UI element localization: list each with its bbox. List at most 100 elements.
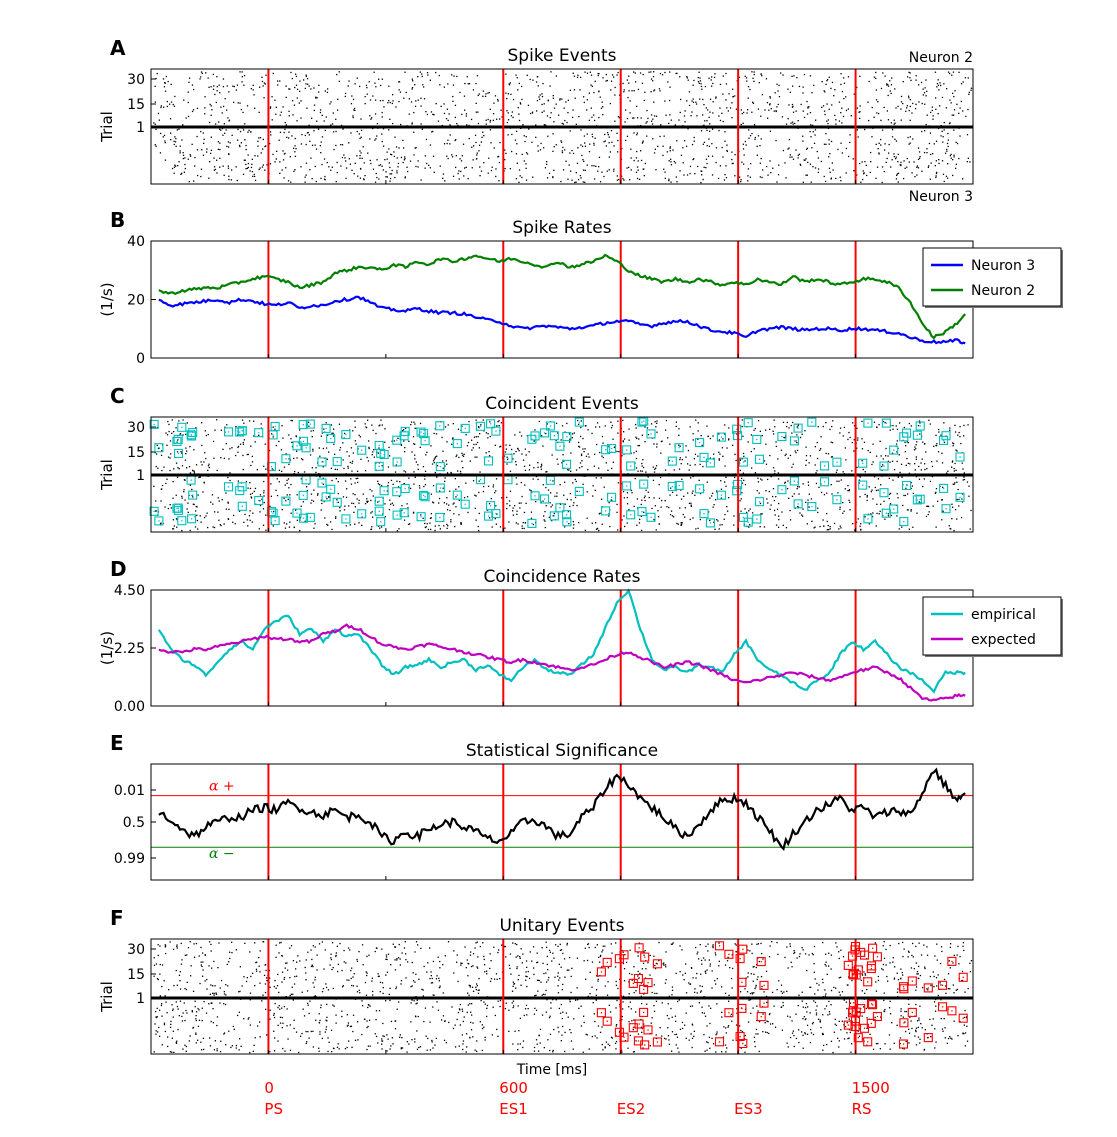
coincidence-marker — [486, 501, 496, 511]
spike-dot — [798, 153, 801, 155]
spike-dot — [154, 85, 156, 87]
spike-dot — [569, 956, 571, 959]
spike-dot — [828, 76, 830, 78]
spike-dot — [449, 509, 451, 512]
spike-dot — [592, 485, 594, 487]
spike-dot — [253, 94, 255, 96]
coincidence-marker — [452, 439, 462, 449]
spike-dot — [506, 98, 508, 100]
spike-dot — [288, 137, 290, 139]
spike-dot — [952, 445, 954, 447]
spike-dot — [610, 427, 613, 429]
spike-dot — [683, 495, 685, 497]
spike-dot — [761, 479, 763, 481]
spike-dot — [331, 479, 333, 482]
spike-dot — [545, 505, 547, 507]
spike-dot — [766, 102, 769, 104]
spike-dot — [452, 84, 455, 86]
spike-dot — [419, 487, 421, 489]
spike-dot — [828, 1011, 831, 1013]
spike-dot — [744, 508, 746, 510]
spike-dot — [528, 977, 531, 980]
spike-dot — [335, 118, 337, 120]
spike-dot — [322, 483, 325, 485]
spike-dot — [345, 160, 347, 162]
spike-dot — [949, 527, 951, 530]
spike-dot — [504, 451, 507, 453]
spike-dot — [479, 945, 481, 948]
spike-dot — [196, 149, 199, 151]
spike-dot — [595, 165, 597, 167]
coincidence-marker — [574, 417, 584, 427]
spike-dot — [209, 121, 211, 124]
spike-dot — [566, 498, 568, 501]
spike-dot — [962, 479, 964, 481]
spike-dot — [633, 90, 635, 92]
spike-dot — [321, 502, 323, 505]
spike-dot — [813, 142, 816, 144]
spike-dot — [582, 181, 584, 183]
spike-dot — [279, 161, 281, 163]
spike-dot — [249, 510, 251, 512]
spike-dot — [712, 506, 714, 508]
spike-dot — [358, 133, 360, 135]
spike-dot — [682, 162, 684, 164]
spike-dot — [295, 75, 298, 78]
spike-dot — [944, 1037, 946, 1039]
spike-dot — [635, 450, 637, 452]
coincidence-marker-dot — [227, 431, 230, 433]
coincidence-marker-dot — [959, 456, 961, 458]
spike-dot — [361, 1005, 364, 1007]
spike-dot — [331, 968, 333, 971]
spike-dot — [351, 460, 354, 462]
spike-dot — [949, 1036, 951, 1038]
spike-dot — [179, 150, 181, 152]
spike-dot — [870, 513, 872, 515]
spike-dot — [866, 496, 868, 498]
coincidence-marker-dot — [543, 498, 546, 500]
spike-dot — [723, 518, 725, 520]
spike-dot — [909, 77, 911, 79]
spike-dot — [752, 512, 754, 514]
spike-dot — [597, 74, 599, 77]
spike-dot — [962, 468, 964, 470]
spike-dot — [723, 433, 726, 435]
spike-dot — [574, 496, 577, 499]
spike-dot — [479, 471, 481, 473]
coincidence-marker — [419, 490, 429, 500]
spike-dot — [791, 121, 794, 123]
spike-dot — [180, 451, 182, 453]
spike-dot — [580, 426, 582, 429]
spike-dot — [766, 1031, 768, 1034]
spike-dot — [593, 91, 595, 94]
spike-dot — [250, 497, 253, 499]
spike-dot — [154, 144, 156, 146]
spike-dot — [763, 526, 766, 528]
spike-dot — [239, 443, 242, 445]
spike-dot — [876, 503, 878, 505]
spike-dot — [411, 122, 413, 124]
coincidence-marker-dot — [241, 486, 243, 488]
spike-dot — [700, 83, 702, 85]
spike-dot — [948, 525, 950, 527]
spike-dot — [296, 450, 298, 452]
spike-dot — [185, 453, 187, 455]
spike-dot — [288, 434, 290, 436]
spike-dot — [940, 135, 942, 137]
spike-dot — [557, 985, 559, 987]
spike-dot — [235, 89, 237, 91]
spike-dot — [652, 76, 655, 78]
spike-dot — [608, 142, 610, 144]
spike-dot — [414, 458, 416, 460]
spike-dot — [413, 111, 415, 114]
spike-dot — [792, 463, 794, 465]
spike-dot — [301, 991, 303, 993]
spike-dot — [576, 957, 579, 959]
spike-dot — [179, 145, 181, 147]
spike-dot — [717, 520, 719, 522]
panel-c-ytick-label: 30 — [127, 420, 145, 436]
spike-dot — [304, 520, 306, 522]
spike-dot — [450, 471, 452, 474]
spike-dot — [840, 180, 842, 182]
spike-dot — [483, 430, 485, 432]
